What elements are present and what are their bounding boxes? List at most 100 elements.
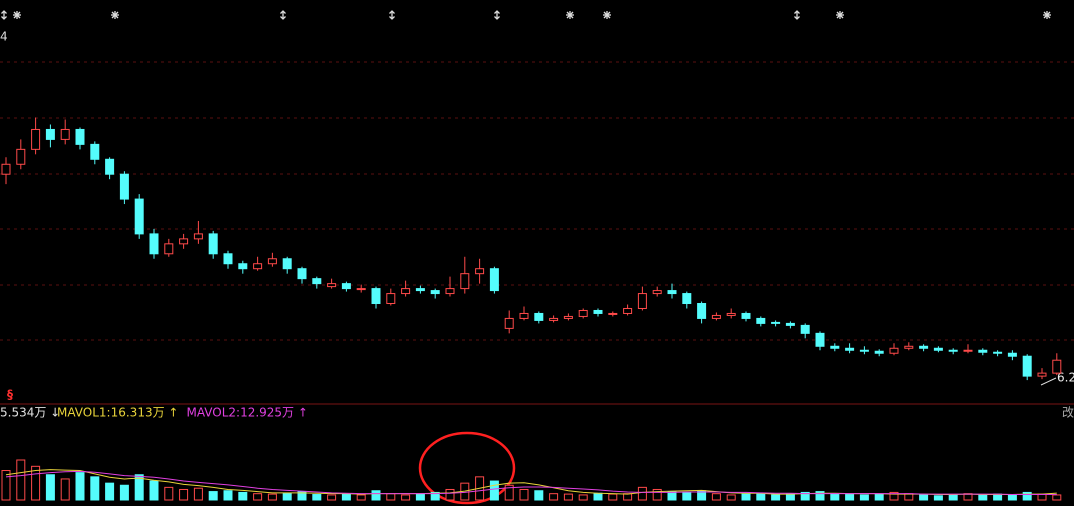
candle-body — [60, 128, 70, 140]
volume-bar — [193, 487, 203, 501]
candle-body — [371, 288, 381, 305]
candle-body — [90, 143, 100, 160]
candle-body — [563, 315, 573, 319]
volume-bar — [208, 491, 218, 501]
candle-body — [1, 163, 11, 175]
volume-bar — [519, 488, 529, 501]
candle-body — [16, 148, 26, 165]
volume-bar — [75, 472, 85, 501]
volume-bar — [386, 493, 396, 501]
candle-body — [105, 158, 115, 175]
volume-bar — [1007, 494, 1017, 501]
volume-bar — [1052, 494, 1062, 501]
volume-bar — [445, 488, 455, 501]
side-label: 改 — [1062, 406, 1074, 420]
candle-body — [978, 349, 988, 353]
candle-body — [386, 293, 396, 305]
volume-bar — [800, 491, 810, 501]
candle-body — [608, 312, 618, 315]
candle-body — [1022, 355, 1032, 377]
candle-body — [771, 321, 781, 324]
candle-body — [578, 309, 588, 317]
candle-body — [193, 233, 203, 240]
volume-bar — [341, 493, 351, 501]
volume-bar — [785, 493, 795, 501]
candle-body — [460, 273, 470, 290]
volume-bar — [593, 492, 603, 501]
mavol-line — [5, 469, 1057, 496]
candle-body — [489, 268, 499, 292]
volume-bar — [904, 493, 914, 501]
candle-body — [948, 349, 958, 352]
candle-body — [623, 307, 633, 314]
candle-body — [859, 349, 869, 352]
candle-body — [711, 314, 721, 319]
candle-body — [1037, 372, 1047, 377]
volume-bar — [267, 493, 277, 501]
candle-body — [519, 312, 529, 319]
volume-bar — [578, 494, 588, 501]
candle-body — [593, 309, 603, 314]
volume-bar — [933, 495, 943, 501]
volume-bar — [859, 494, 869, 501]
volume-bar — [978, 494, 988, 501]
candle-body — [904, 345, 914, 349]
volume-bar — [563, 493, 573, 501]
candle-body — [282, 258, 292, 270]
candle-body — [134, 198, 144, 235]
candle-body — [637, 293, 647, 309]
volume-bar — [889, 491, 899, 501]
price-label: 4 — [0, 30, 8, 44]
candle-body — [208, 233, 218, 255]
volume-bar — [312, 494, 322, 501]
volume-bar — [756, 492, 766, 501]
volume-bar — [489, 480, 499, 501]
volume-bar — [430, 491, 440, 501]
volume-bar — [223, 490, 233, 501]
mavol-line — [5, 470, 1057, 496]
candle-body — [475, 268, 485, 275]
volume-bar — [726, 494, 736, 501]
candle-body — [652, 290, 662, 295]
volume-bar — [327, 494, 337, 501]
volume-bar — [504, 484, 514, 501]
candle-body — [933, 347, 943, 351]
candle-body — [341, 283, 351, 290]
candle-body — [31, 128, 41, 150]
candle-body — [179, 238, 189, 245]
candle-body — [667, 290, 677, 295]
volume-bar — [149, 480, 159, 501]
volume-bar — [164, 486, 174, 501]
volume-bar — [830, 493, 840, 501]
mavol-legend: MAVOL2:12.925万 ↑ — [186, 406, 307, 420]
volume-bar — [119, 484, 129, 501]
event-icons — [0, 10, 1052, 20]
volume-bar — [282, 492, 292, 501]
candle-body — [697, 303, 707, 319]
volume-bar — [45, 474, 55, 501]
volume-bar — [815, 491, 825, 501]
volume-bar — [1022, 491, 1032, 501]
signal-marker: § — [7, 388, 13, 402]
candle-body — [919, 345, 929, 349]
candle-body — [312, 278, 322, 285]
candle-body — [815, 332, 825, 347]
candle-body — [785, 322, 795, 326]
candle-body — [430, 290, 440, 295]
candle-body — [327, 283, 337, 288]
candle-body — [149, 233, 159, 255]
candle-body — [223, 253, 233, 265]
candle-body — [401, 288, 411, 295]
low-label: 6.2 — [1057, 371, 1074, 385]
candle-body — [297, 268, 307, 280]
volume-bar — [845, 494, 855, 501]
volume-bar — [682, 491, 692, 501]
candle-body — [415, 288, 425, 292]
volume-bar — [637, 486, 647, 501]
volume-bar — [356, 494, 366, 501]
candle-body — [845, 347, 855, 351]
candle-body — [741, 312, 751, 319]
highlight-circle — [418, 431, 516, 505]
candle-body — [253, 263, 263, 270]
